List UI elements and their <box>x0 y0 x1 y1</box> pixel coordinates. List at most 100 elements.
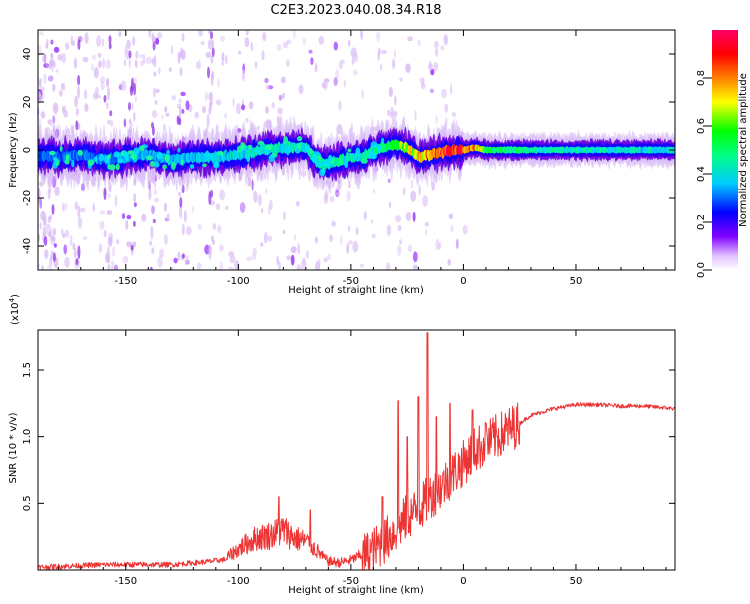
spectrogram-noise <box>418 184 421 196</box>
spectrogram-noise <box>185 100 190 111</box>
spectrogram-noise <box>393 50 396 58</box>
x-tick-label: -150 <box>114 276 137 287</box>
spectrogram-streak <box>107 86 110 101</box>
spectrogram-noise <box>163 123 166 133</box>
spectrogram-ridge-peak <box>87 159 95 166</box>
spectrogram-noise <box>397 244 402 257</box>
spectrogram-noise <box>371 233 376 239</box>
spectrogram-noise <box>74 95 78 108</box>
spectrogram-streak <box>181 253 185 259</box>
spectrogram-noise <box>282 92 285 100</box>
spectrogram-noise <box>298 84 304 95</box>
spectrogram-streak <box>77 39 81 51</box>
spectrogram-noise <box>122 255 129 264</box>
spectrogram-noise <box>388 201 392 209</box>
y-tick-label: 0 <box>22 147 33 153</box>
spectrogram-ridge-peak <box>283 136 289 144</box>
spectrogram-noise <box>62 202 65 212</box>
spectrogram-ridge-peak <box>361 158 368 164</box>
spectrogram-noise <box>285 59 290 68</box>
spectrogram-noise <box>81 183 85 192</box>
spectrogram-noise <box>363 211 367 220</box>
spectrogram-noise <box>433 61 439 72</box>
spectrogram-noise <box>100 80 105 91</box>
spectrogram-streak <box>149 266 153 270</box>
spectrogram-noise <box>204 91 209 102</box>
spectrogram-streak <box>52 61 56 68</box>
spectrogram-noise <box>53 46 60 53</box>
spectrogram-noise <box>229 254 236 264</box>
spectrogram-streak <box>181 109 185 114</box>
spectrogram-ridge-peak <box>304 145 310 152</box>
spectrogram-streak <box>77 205 81 219</box>
spectrogram-noise <box>308 49 313 54</box>
spectrogram-noise <box>377 47 382 55</box>
spectrogram-noise <box>44 249 49 259</box>
spectrogram-noise <box>180 91 186 97</box>
spectrogram-noise <box>360 30 364 40</box>
spectrogram-streak <box>133 193 137 204</box>
spectrogram-streak <box>210 31 213 40</box>
spectrogram-noise <box>399 239 402 245</box>
spectrogram-streak <box>75 258 79 266</box>
colorbar-gradient <box>712 30 738 270</box>
spectrogram-streak <box>50 39 54 45</box>
spectrogram-noise <box>91 54 97 61</box>
spectrogram-noise <box>186 255 189 261</box>
spectrogram-noise <box>318 35 324 45</box>
spectrogram-ridge-peak <box>107 163 111 170</box>
spectrogram-noise <box>238 50 242 55</box>
spectrogram-noise <box>126 214 132 220</box>
snr-ticks: -150 -100 -50 0 50 0.5 1.0 1.5 <box>22 330 675 587</box>
spectrogram-ridge-peak <box>315 161 323 167</box>
spectrogram-noise <box>153 189 157 195</box>
spectrogram-streak <box>108 35 112 45</box>
spectrogram-noise <box>163 202 168 212</box>
spectrogram-ridge-peak <box>381 137 385 144</box>
spectrogram-noise <box>221 61 225 66</box>
spectrogram-noise <box>43 53 47 64</box>
spectrogram-noise <box>39 78 42 83</box>
spectrogram-noise <box>73 57 78 69</box>
spectrogram-noise <box>216 224 222 233</box>
spectrogram-noise <box>276 44 282 51</box>
spectrogram-streak <box>51 204 55 215</box>
spectrogram-noise <box>239 202 246 213</box>
spectrogram-noise <box>282 211 286 221</box>
spectrogram-noise <box>198 30 203 37</box>
spectrogram-ridge-peak <box>339 159 343 166</box>
colorbar-tick-label: 0.0 <box>696 262 707 278</box>
spectrogram-noise <box>430 68 435 76</box>
spectrogram-ridge-peak <box>71 159 75 168</box>
spectrogram-noise <box>264 77 269 84</box>
spectrogram-noise <box>340 235 343 246</box>
spectrogram-noise <box>197 223 202 230</box>
spectrogram-noise <box>296 264 302 270</box>
y-tick-label: 20 <box>22 96 33 109</box>
spectrogram-noise <box>381 50 387 54</box>
spectrogram-noise <box>41 86 45 93</box>
spectrogram-noise <box>105 102 110 110</box>
spectrogram-streak <box>178 191 182 197</box>
spectrogram-streak <box>107 263 111 270</box>
spectrogram-noise <box>151 109 158 119</box>
spectrogram-noise <box>407 36 414 42</box>
spectrogram-streak <box>103 230 107 238</box>
colorbar-tick-label: 0.2 <box>696 214 707 230</box>
spectrogram-noise <box>410 179 413 190</box>
spectrogram-noise <box>352 240 359 253</box>
spectrogram-noise <box>397 225 402 232</box>
spectrogram-noise <box>170 266 176 270</box>
spectrogram-streak <box>72 242 76 251</box>
x-tick-label: -100 <box>227 576 250 587</box>
y-tick-label: 1.5 <box>22 362 33 378</box>
spectrogram-noise <box>451 112 457 117</box>
spectrogram-noise <box>219 244 224 252</box>
spectrogram-noise <box>265 106 269 114</box>
spectrogram-noise <box>278 94 282 101</box>
spectrogram-ridge-peak <box>206 153 212 159</box>
spectrogram-noise <box>99 76 106 83</box>
spectrogram-noise <box>155 88 160 93</box>
spectrogram-noise <box>348 180 351 189</box>
